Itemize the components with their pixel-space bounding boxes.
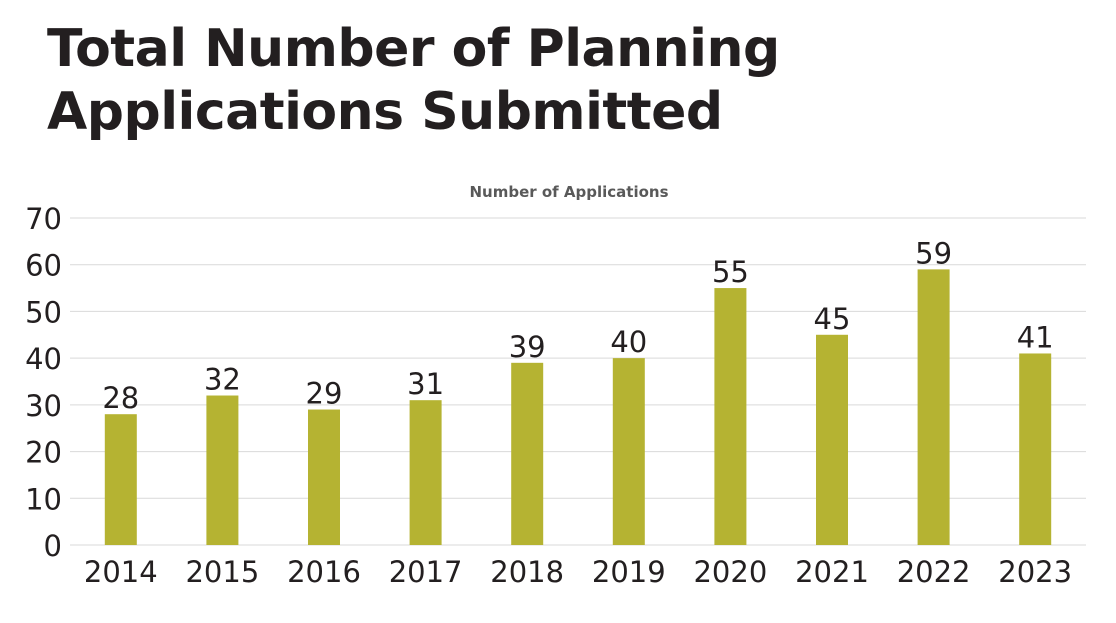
x-axis: 2014 2015 2016 2017 2018 2019 2020 2021 2022 2023: [84, 555, 1072, 589]
gridlines: [70, 217, 1086, 546]
data-label-2018: 39: [509, 330, 546, 364]
x-tick-label: 2018: [490, 555, 564, 589]
bar-2015: [206, 395, 239, 545]
x-tick-label: 2020: [693, 555, 767, 589]
data-label-2023: 41: [1017, 320, 1054, 354]
x-tick-label: 2015: [185, 555, 259, 589]
bar-2020: [714, 288, 747, 545]
data-label-2019: 40: [610, 325, 647, 359]
bar-2016: [308, 409, 340, 545]
x-tick-label: 2016: [287, 555, 361, 589]
data-label-2022: 59: [915, 236, 952, 270]
chart-subtitle: Number of Applications: [469, 183, 668, 201]
data-label-2015: 32: [204, 363, 241, 397]
y-tick-label: 20: [25, 436, 62, 470]
bar-2018: [511, 362, 544, 545]
y-tick-label: 60: [25, 249, 62, 283]
data-labels: 28 32 29 31 39 40 55 45 59 41: [102, 236, 1053, 415]
bar-2022: [917, 269, 950, 545]
bar-2014: [104, 414, 137, 545]
y-tick-label: 40: [25, 342, 62, 376]
y-tick-label: 30: [25, 389, 62, 423]
x-tick-label: 2017: [389, 555, 463, 589]
data-label-2021: 45: [814, 302, 851, 336]
y-tick-label: 70: [25, 202, 62, 236]
data-label-2017: 31: [407, 367, 444, 401]
bar-2017: [409, 400, 442, 545]
bars: [104, 269, 1052, 545]
y-tick-label: 0: [44, 529, 62, 563]
x-tick-label: 2014: [84, 555, 158, 589]
x-tick-label: 2021: [795, 555, 869, 589]
bar-2021: [816, 334, 848, 545]
x-tick-label: 2022: [897, 555, 971, 589]
data-label-2014: 28: [102, 381, 139, 415]
y-tick-label: 10: [25, 482, 62, 516]
bar-2023: [1019, 353, 1052, 545]
y-tick-label: 50: [25, 295, 62, 329]
bar-2019: [612, 358, 645, 545]
data-label-2020: 55: [712, 255, 749, 289]
x-tick-label: 2023: [998, 555, 1072, 589]
y-axis: 0 10 20 30 40 50 60 70: [25, 202, 62, 563]
data-label-2016: 29: [306, 377, 343, 411]
x-tick-label: 2019: [592, 555, 666, 589]
page-title: Total Number of Planning Applications Su…: [47, 19, 780, 142]
